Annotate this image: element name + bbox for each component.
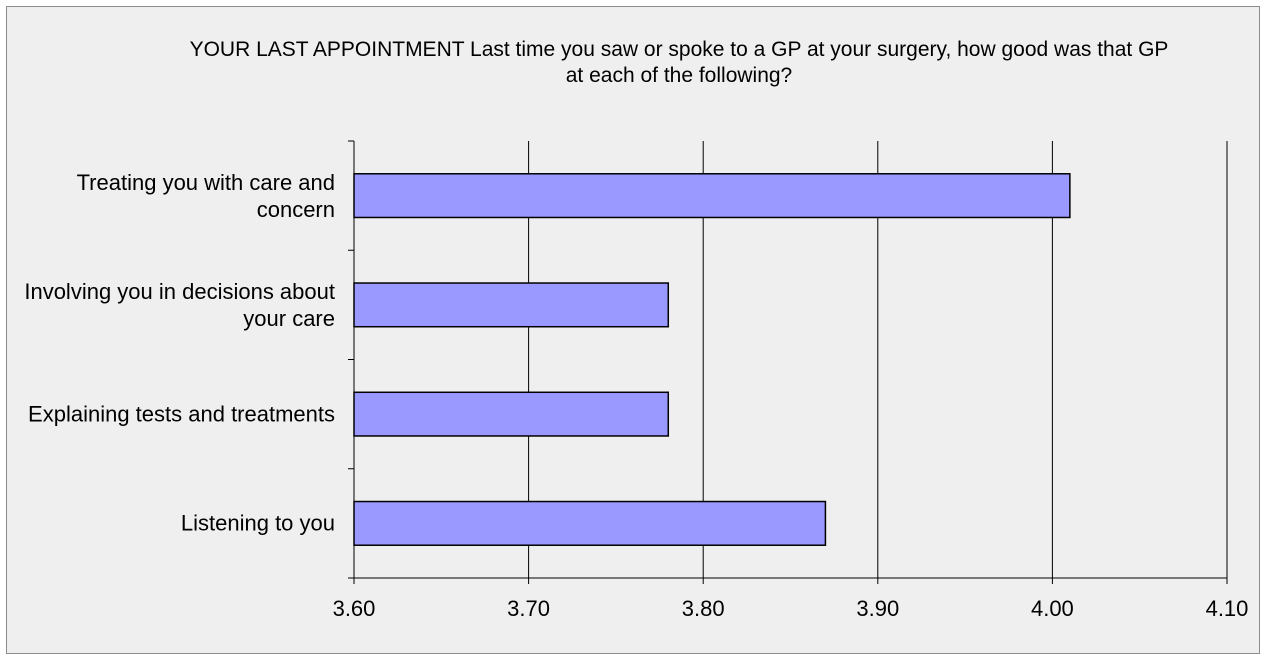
bar xyxy=(353,282,670,328)
y-tick-label: Involving you in decisions about your ca… xyxy=(24,278,335,331)
bar xyxy=(353,500,827,546)
plot xyxy=(348,140,1228,584)
bar xyxy=(353,391,670,437)
x-tick-label: 4.10 xyxy=(1205,596,1249,621)
x-tick-label: 3.80 xyxy=(681,596,725,621)
x-tick-label: 4.00 xyxy=(1030,596,1074,621)
x-tick-label: 3.60 xyxy=(332,596,376,621)
y-tick-label: Explaining tests and treatments xyxy=(28,401,335,427)
chart-area: YOUR LAST APPOINTMENT Last time you saw … xyxy=(6,6,1260,654)
bar xyxy=(353,173,1071,219)
y-tick-label: Treating you with care and concern xyxy=(76,169,335,222)
x-tick-label: 3.90 xyxy=(856,596,900,621)
chart-title: YOUR LAST APPOINTMENT Last time you saw … xyxy=(189,38,1169,87)
x-tick-label: 3.70 xyxy=(507,596,551,621)
y-tick-label: Listening to you xyxy=(180,510,335,536)
